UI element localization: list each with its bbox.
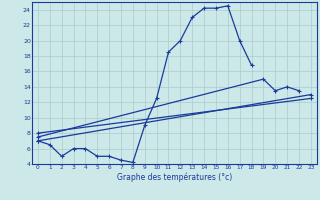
X-axis label: Graphe des températures (°c): Graphe des températures (°c) (117, 172, 232, 182)
